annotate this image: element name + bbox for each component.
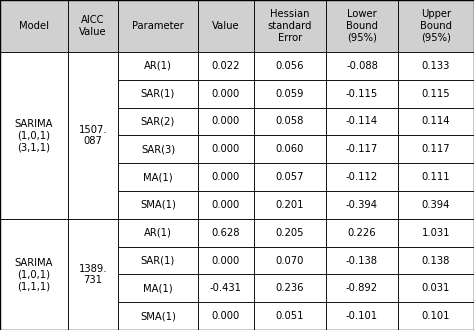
Text: -0.101: -0.101 [346, 311, 378, 321]
Text: 0.000: 0.000 [212, 200, 240, 210]
Text: 1.031: 1.031 [422, 228, 450, 238]
Bar [198, 52, 254, 80]
Bar [254, 302, 326, 330]
Bar [118, 0, 198, 52]
Text: 0.117: 0.117 [422, 144, 450, 154]
Bar [118, 302, 198, 330]
Text: 0.056: 0.056 [276, 61, 304, 71]
Bar [254, 0, 326, 52]
Text: MA(1): MA(1) [143, 283, 173, 293]
Text: 0.133: 0.133 [422, 61, 450, 71]
Bar [398, 80, 474, 108]
Text: SAR(3): SAR(3) [141, 144, 175, 154]
Bar [198, 219, 254, 247]
Bar [68, 0, 118, 52]
Text: -0.117: -0.117 [346, 144, 378, 154]
Bar [118, 191, 198, 219]
Text: -0.115: -0.115 [346, 89, 378, 99]
Text: 0.114: 0.114 [422, 116, 450, 126]
Bar [398, 275, 474, 302]
Bar [68, 52, 118, 219]
Bar [118, 108, 198, 135]
Bar [68, 219, 118, 330]
Bar [254, 275, 326, 302]
Bar [398, 0, 474, 52]
Text: Value: Value [212, 21, 240, 31]
Bar [118, 80, 198, 108]
Text: SMA(1): SMA(1) [140, 311, 176, 321]
Bar [398, 108, 474, 135]
Bar [254, 108, 326, 135]
Bar [326, 275, 398, 302]
Bar [326, 302, 398, 330]
Text: 0.205: 0.205 [276, 228, 304, 238]
Text: 0.138: 0.138 [422, 255, 450, 266]
Text: 0.000: 0.000 [212, 255, 240, 266]
Bar [254, 163, 326, 191]
Bar [398, 135, 474, 163]
Bar [0, 52, 68, 219]
Bar [326, 191, 398, 219]
Bar [398, 191, 474, 219]
Text: 0.000: 0.000 [212, 116, 240, 126]
Bar [326, 0, 398, 52]
Text: 0.115: 0.115 [422, 89, 450, 99]
Bar [198, 0, 254, 52]
Text: 0.058: 0.058 [276, 116, 304, 126]
Bar [326, 80, 398, 108]
Text: 0.201: 0.201 [276, 200, 304, 210]
Text: 0.059: 0.059 [276, 89, 304, 99]
Text: 0.000: 0.000 [212, 89, 240, 99]
Bar [398, 219, 474, 247]
Text: 0.394: 0.394 [422, 200, 450, 210]
Text: 0.057: 0.057 [276, 172, 304, 182]
Text: 0.000: 0.000 [212, 144, 240, 154]
Bar [398, 163, 474, 191]
Bar [198, 163, 254, 191]
Text: 0.051: 0.051 [276, 311, 304, 321]
Text: 0.628: 0.628 [212, 228, 240, 238]
Bar [398, 52, 474, 80]
Bar [198, 80, 254, 108]
Text: Lower
Bound
(95%): Lower Bound (95%) [346, 9, 378, 43]
Text: 0.226: 0.226 [348, 228, 376, 238]
Bar [198, 302, 254, 330]
Text: -0.394: -0.394 [346, 200, 378, 210]
Text: SARIMA
(1,0,1)
(3,1,1): SARIMA (1,0,1) (3,1,1) [15, 119, 53, 152]
Bar [254, 135, 326, 163]
Text: Hessian
standard
Error: Hessian standard Error [268, 9, 312, 43]
Text: SAR(2): SAR(2) [141, 116, 175, 126]
Bar [254, 80, 326, 108]
Bar [326, 108, 398, 135]
Text: 0.111: 0.111 [422, 172, 450, 182]
Bar [398, 302, 474, 330]
Bar [198, 108, 254, 135]
Text: -0.892: -0.892 [346, 283, 378, 293]
Bar [118, 275, 198, 302]
Text: AICC
Value: AICC Value [79, 15, 107, 37]
Bar [326, 52, 398, 80]
Bar [118, 163, 198, 191]
Text: AR(1): AR(1) [144, 228, 172, 238]
Bar [198, 135, 254, 163]
Text: -0.088: -0.088 [346, 61, 378, 71]
Text: -0.138: -0.138 [346, 255, 378, 266]
Text: SAR(1): SAR(1) [141, 255, 175, 266]
Bar [0, 219, 68, 330]
Text: SARIMA
(1,0,1)
(1,1,1): SARIMA (1,0,1) (1,1,1) [15, 258, 53, 291]
Bar [326, 219, 398, 247]
Text: Upper
Bound
(95%): Upper Bound (95%) [420, 9, 452, 43]
Text: -0.431: -0.431 [210, 283, 242, 293]
Text: SMA(1): SMA(1) [140, 200, 176, 210]
Bar [198, 247, 254, 275]
Text: 0.022: 0.022 [212, 61, 240, 71]
Bar [118, 219, 198, 247]
Bar [198, 191, 254, 219]
Bar [398, 247, 474, 275]
Bar [254, 191, 326, 219]
Text: 0.070: 0.070 [276, 255, 304, 266]
Text: AR(1): AR(1) [144, 61, 172, 71]
Bar [254, 219, 326, 247]
Text: MA(1): MA(1) [143, 172, 173, 182]
Text: Parameter: Parameter [132, 21, 184, 31]
